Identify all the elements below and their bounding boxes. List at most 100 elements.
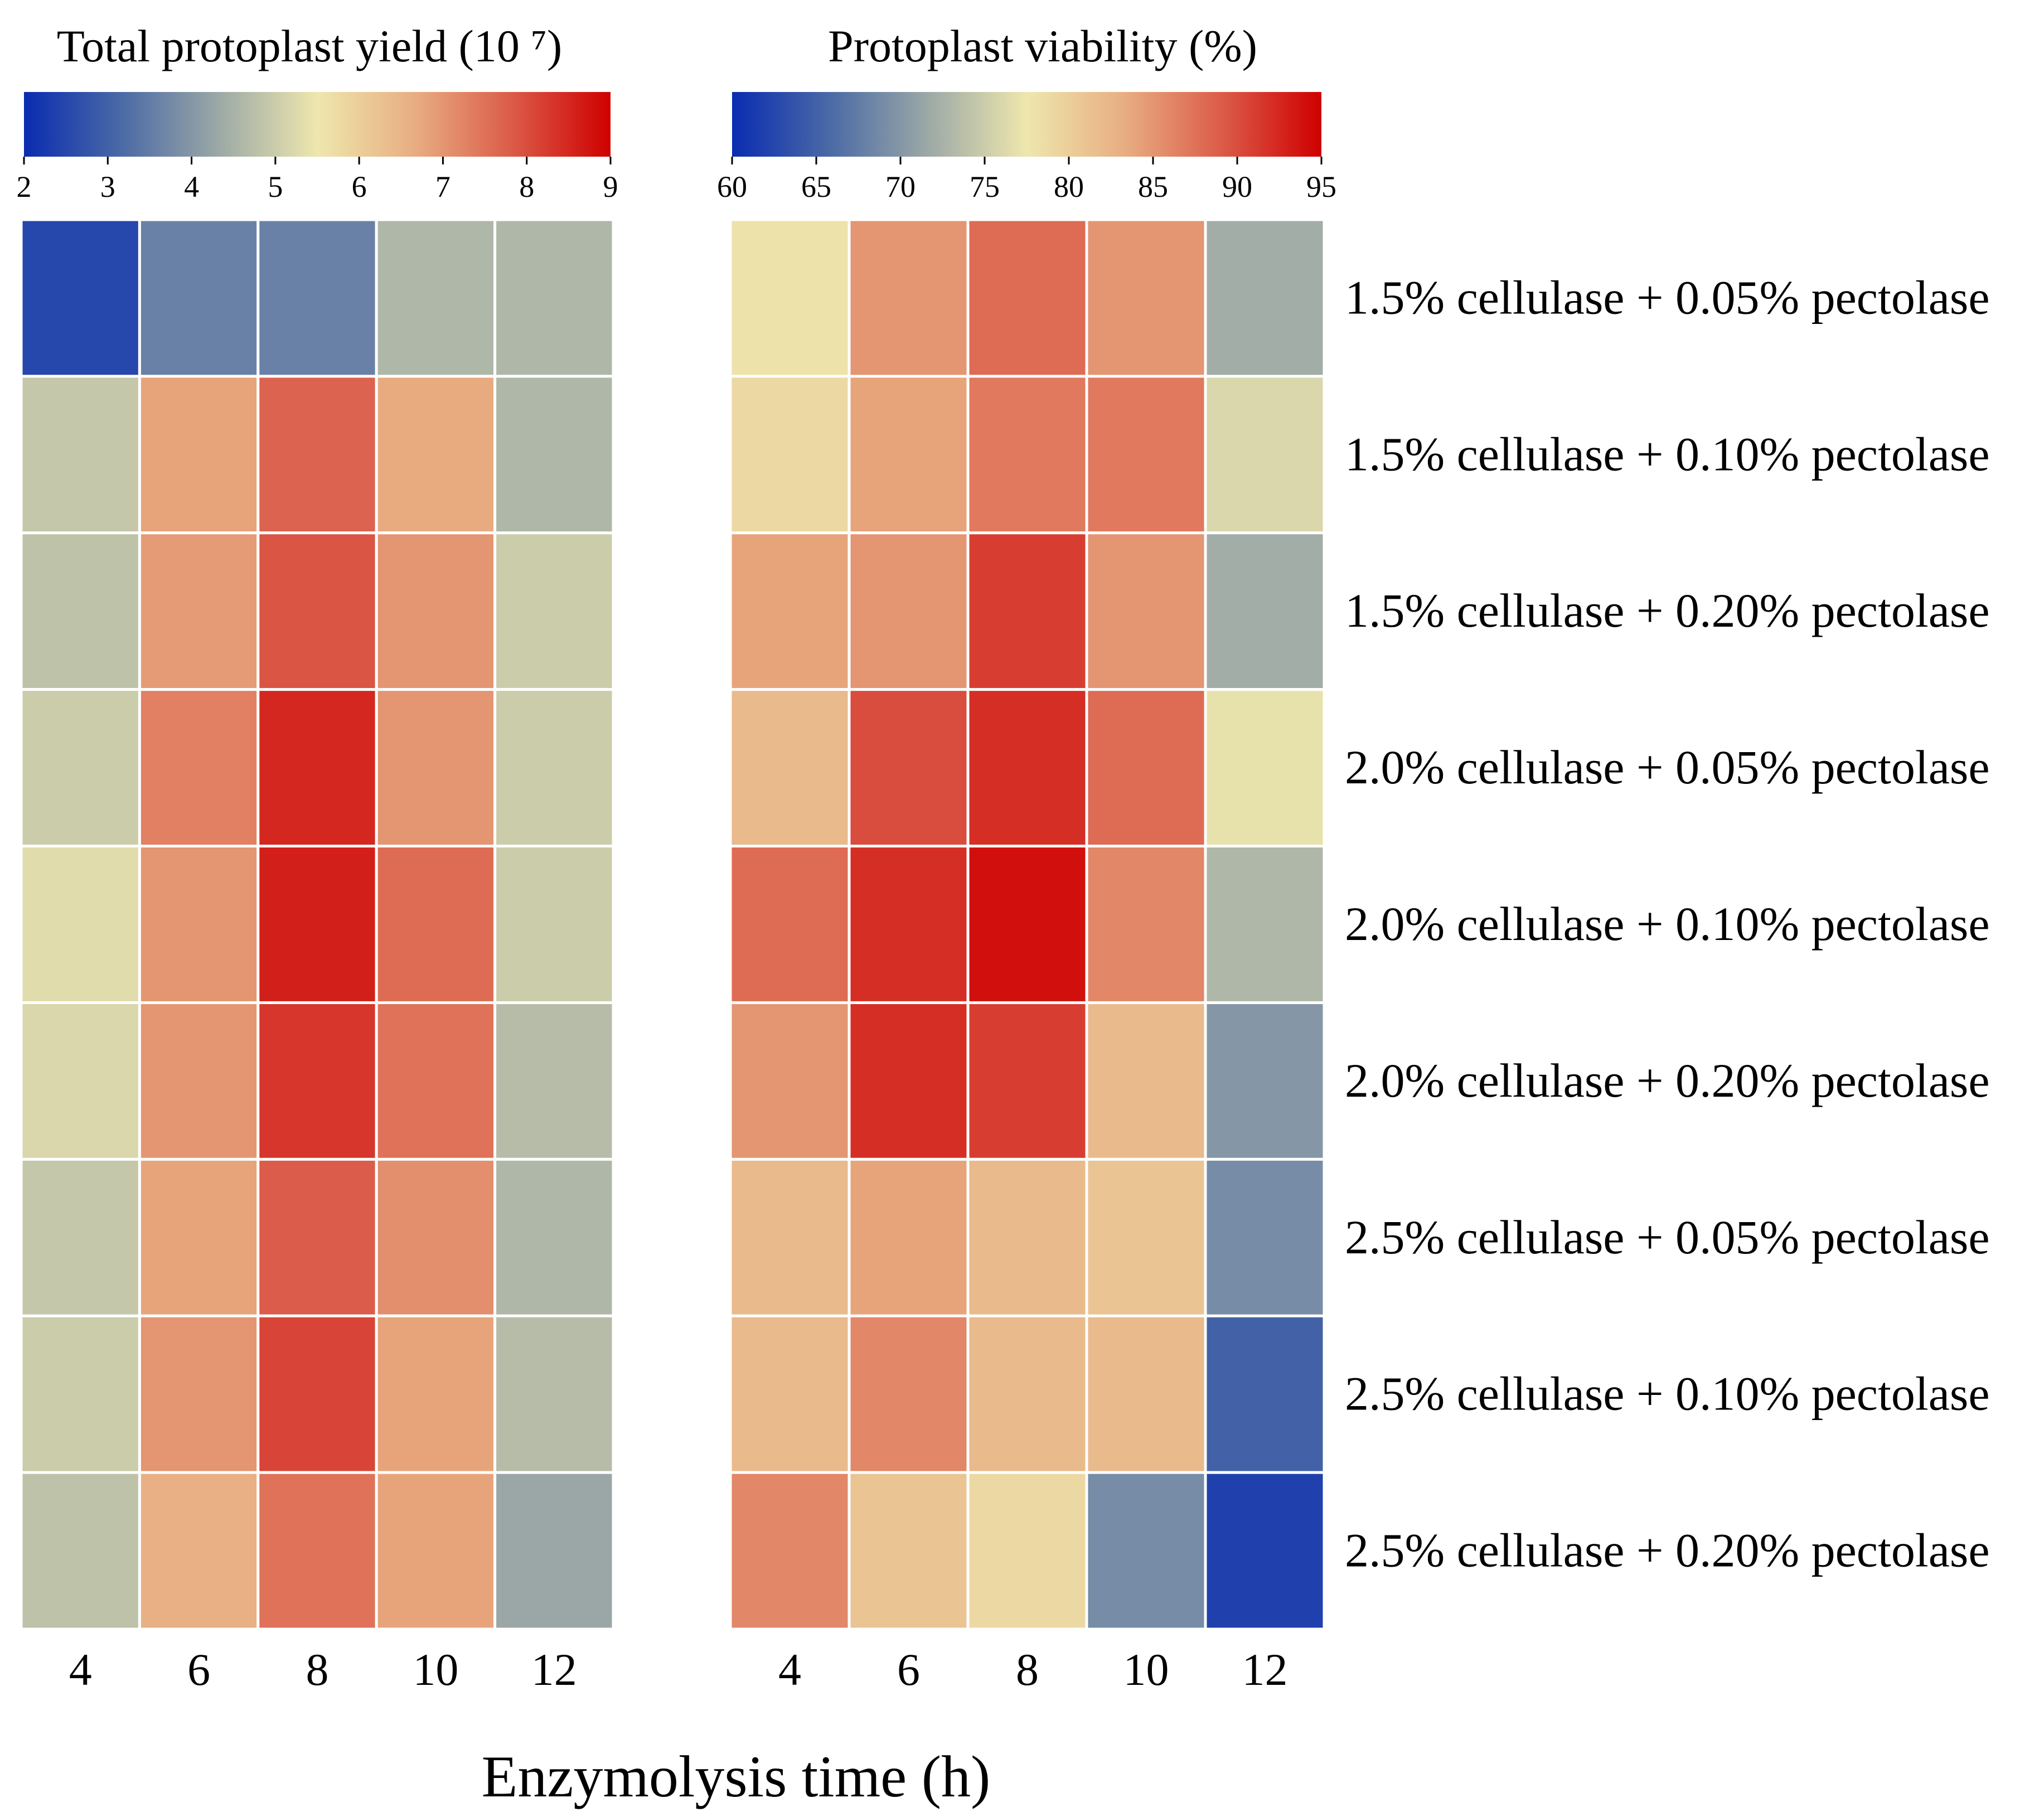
heatmap-cell [138, 375, 260, 535]
colorbar-tick-label: 8 [519, 170, 534, 203]
row-label: 2.5% cellulase + 0.20% pectolase [1345, 1524, 1990, 1577]
heatmap-cell [966, 375, 1088, 535]
heatmap-cell [20, 1471, 141, 1631]
heatmap-cell [966, 688, 1088, 848]
heatmap-cell [375, 845, 497, 1004]
row-label: 1.5% cellulase + 0.20% pectolase [1345, 584, 1990, 637]
heatmap-cell [729, 1314, 851, 1474]
heatmap-cell [138, 218, 260, 378]
heatmap-cell [729, 218, 851, 378]
heatmap-cell [375, 218, 497, 378]
colorbar-title: Protoplast viability (%) [828, 21, 1257, 71]
heatmap-cell [493, 375, 615, 535]
heatmap-cell [138, 1471, 260, 1631]
heatmap-cell [729, 375, 851, 535]
heatmap-cell [1204, 1471, 1326, 1631]
colorbar-tick-label: 95 [1306, 170, 1336, 203]
heatmap-cell [375, 531, 497, 691]
x-tick-label: 8 [1016, 1644, 1039, 1695]
colorbar-tick-label: 6 [352, 170, 367, 203]
heatmap-cell [138, 688, 260, 848]
heatmap-cell [1085, 531, 1207, 691]
heatmap-cell [493, 218, 615, 378]
heatmap-cell [729, 531, 851, 691]
heatmap-cell [375, 1314, 497, 1474]
heatmap-cell [1204, 1157, 1326, 1317]
heatmap-cell [20, 1157, 141, 1317]
heatmap-cell [1204, 218, 1326, 378]
heatmap-cell [493, 1157, 615, 1317]
colorbar-tick-label: 75 [970, 170, 1000, 203]
row-label: 2.5% cellulase + 0.10% pectolase [1345, 1367, 1990, 1421]
heatmap-cell [1085, 1314, 1207, 1474]
heatmap-cell [138, 1157, 260, 1317]
colorbar-tick-label: 5 [268, 170, 283, 203]
heatmap-cell [1204, 375, 1326, 535]
heatmap-cell [847, 218, 970, 378]
heatmap-cell [1085, 1001, 1207, 1161]
heatmap-cell [966, 218, 1088, 378]
heatmap-cell [966, 845, 1088, 1004]
heatmap-cell [375, 1471, 497, 1631]
heatmap-cell [847, 375, 970, 535]
colorbar [732, 92, 1321, 157]
x-tick-label: 4 [69, 1644, 92, 1695]
heatmap-cell [966, 531, 1088, 691]
heatmap-cell [256, 1001, 378, 1161]
heatmap-cell [20, 1314, 141, 1474]
heatmap-cell [493, 688, 615, 848]
heatmap-cell [20, 1001, 141, 1161]
heatmap-cell [493, 1471, 615, 1631]
heatmap-cell [729, 1471, 851, 1631]
row-label: 2.0% cellulase + 0.10% pectolase [1345, 897, 1990, 951]
heatmap-cell [1204, 845, 1326, 1004]
x-tick-label: 10 [1123, 1644, 1169, 1695]
x-tick-label: 6 [187, 1644, 210, 1695]
heatmap-cell [847, 1314, 970, 1474]
colorbar-tick-label: 65 [801, 170, 831, 203]
x-tick-label: 6 [897, 1644, 920, 1695]
heatmap-cell [256, 688, 378, 848]
colorbar-tick-label: 2 [17, 170, 32, 203]
heatmap-cell [256, 375, 378, 535]
colorbar-tick-label: 7 [435, 170, 451, 203]
yield-panel: Total protoplast yield (10 ⁷) 2 3 4 5 6 7 8 9 4 6 8… [17, 21, 618, 1695]
heatmap-cell [256, 845, 378, 1004]
colorbar [24, 92, 611, 157]
heatmap-cell [20, 531, 141, 691]
heatmap-cell [375, 688, 497, 848]
heatmap-cell [1204, 688, 1326, 848]
heatmap-cell [847, 845, 970, 1004]
heatmap-cell [729, 1001, 851, 1161]
colorbar-tick-label: 3 [100, 170, 115, 203]
x-tick-label: 12 [1242, 1644, 1288, 1695]
heatmap-cell [138, 1001, 260, 1161]
viability-panel: Protoplast viability (%) 60 65 70 75 80 85 90 95… [717, 21, 1336, 1695]
colorbar-tick-label: 9 [603, 170, 618, 203]
heatmap-cell [256, 218, 378, 378]
heatmap-cell [1085, 1471, 1207, 1631]
heatmap-cell [847, 1001, 970, 1161]
heatmap-cell [847, 1471, 970, 1631]
row-label: 1.5% cellulase + 0.05% pectolase [1345, 270, 1990, 324]
heatmap-cell [138, 531, 260, 691]
heatmap-cell [256, 1157, 378, 1317]
colorbar-tick-label: 90 [1222, 170, 1252, 203]
heatmap-cell [1085, 1157, 1207, 1317]
x-axis-title: Enzymolysis time (h) [482, 1744, 991, 1809]
heatmap-cell [729, 1157, 851, 1317]
heatmap-cell [1085, 218, 1207, 378]
row-labels: 1.5% cellulase + 0.05% pectolase 1.5% cel… [1345, 270, 1990, 1577]
heatmap-cell [20, 375, 141, 535]
heatmap-cell [847, 688, 970, 848]
colorbar-tick-label: 85 [1138, 170, 1168, 203]
heatmap-cell [1204, 531, 1326, 691]
heatmap-cell [20, 845, 141, 1004]
heatmap-cell [847, 1157, 970, 1317]
heatmap-cell [375, 1157, 497, 1317]
colorbar-tick-label: 4 [184, 170, 199, 203]
x-tick-label: 10 [413, 1644, 458, 1695]
colorbar-title: Total protoplast yield (10 ⁷) [57, 21, 562, 71]
heatmap-cell [20, 688, 141, 848]
colorbar-tick-label: 80 [1054, 170, 1084, 203]
